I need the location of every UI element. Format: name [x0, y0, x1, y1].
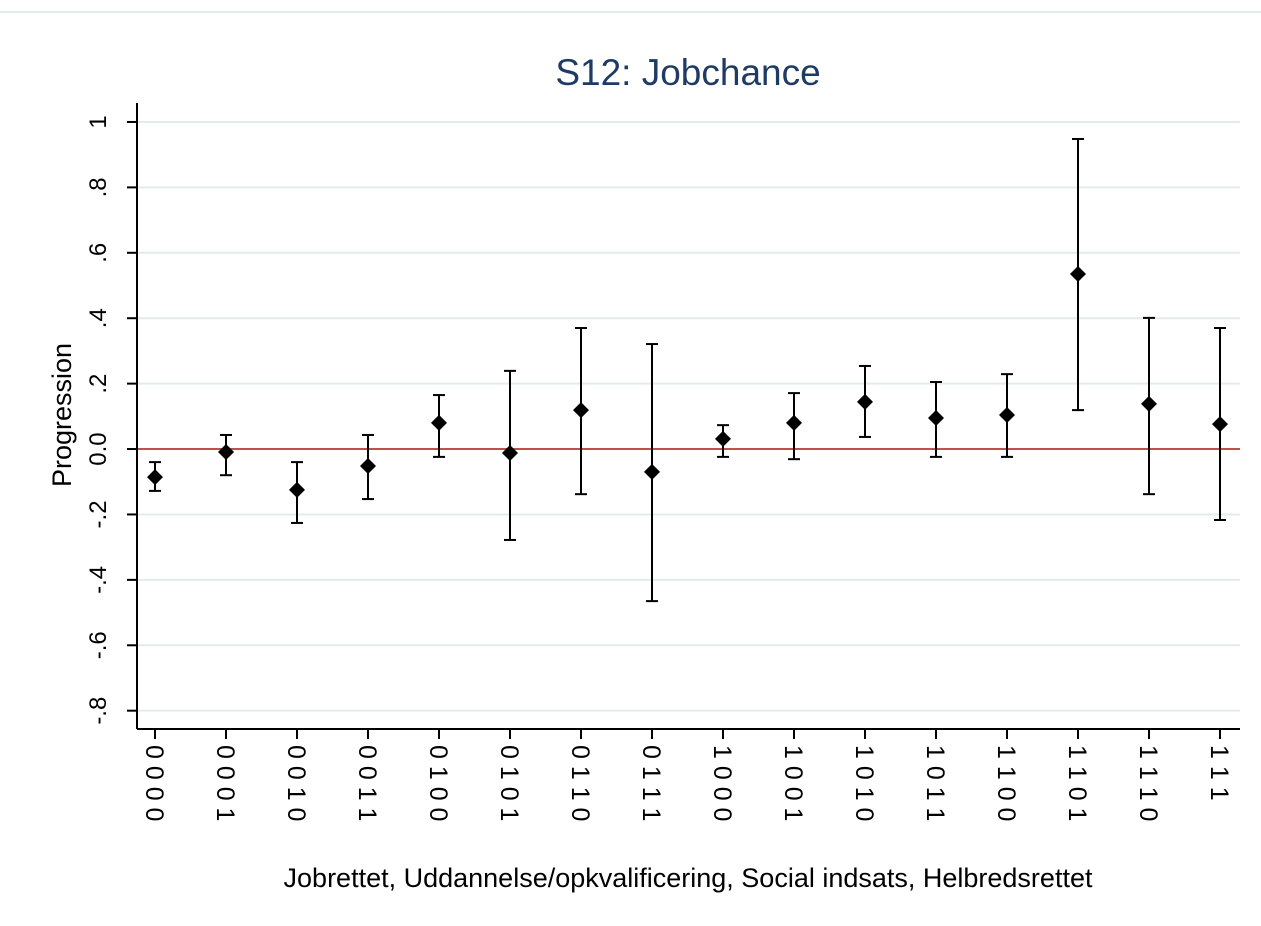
point — [147, 469, 163, 486]
x-tick-label: 1 0 0 1 — [779, 745, 807, 821]
y-tick-label: 1 — [85, 115, 112, 128]
y-tick-label: -.8 — [85, 697, 112, 725]
x-tick-label: 0 1 0 0 — [424, 745, 452, 821]
chart-title: S12: Jobchance — [555, 52, 820, 93]
point — [502, 444, 518, 461]
point — [857, 393, 873, 410]
y-tick-label: .8 — [85, 177, 112, 197]
x-tick-label: 0 0 1 0 — [282, 745, 310, 821]
x-tick-label: 1 1 0 1 — [1063, 745, 1091, 821]
point — [1141, 395, 1157, 412]
x-tick-label: 1 1 1 — [1205, 745, 1233, 801]
y-tick-label: .6 — [85, 243, 112, 263]
x-axis-label: Jobrettet, Uddannelse/opkvalificering, S… — [284, 863, 1093, 893]
x-tick-label: 0 0 0 0 — [140, 745, 168, 821]
y-tick-label: -.4 — [85, 566, 112, 594]
x-tick-label: 1 1 0 0 — [992, 745, 1020, 821]
y-tick-label: -.6 — [85, 631, 112, 659]
x-tick-label: 1 0 0 0 — [708, 745, 736, 821]
x-tick-label: 0 0 1 1 — [353, 745, 381, 821]
x-tick-label: 0 0 0 1 — [211, 745, 239, 821]
x-tick-label: 0 1 1 0 — [566, 745, 594, 821]
point — [289, 481, 305, 498]
x-tick-label: 1 0 1 0 — [850, 745, 878, 821]
y-axis-label: Progression — [47, 343, 77, 487]
y-tick-label: 0.0 — [85, 432, 112, 465]
point — [573, 402, 589, 419]
point — [999, 407, 1015, 424]
point — [431, 414, 447, 431]
x-tick-label: 0 1 1 1 — [637, 745, 665, 821]
point — [715, 430, 731, 447]
x-tick-label: 0 1 0 1 — [495, 745, 523, 821]
y-tick-label: -.2 — [85, 500, 112, 528]
y-tick-label: .2 — [85, 374, 112, 394]
point — [928, 409, 944, 426]
x-tick-label: 1 0 1 1 — [921, 745, 949, 821]
point — [644, 463, 660, 480]
x-tick-label: 1 1 1 0 — [1134, 745, 1162, 821]
point — [218, 443, 234, 460]
point — [1070, 266, 1086, 283]
y-tick-label: .4 — [85, 308, 112, 328]
point — [786, 414, 802, 431]
point — [360, 458, 376, 475]
point — [1212, 416, 1228, 433]
